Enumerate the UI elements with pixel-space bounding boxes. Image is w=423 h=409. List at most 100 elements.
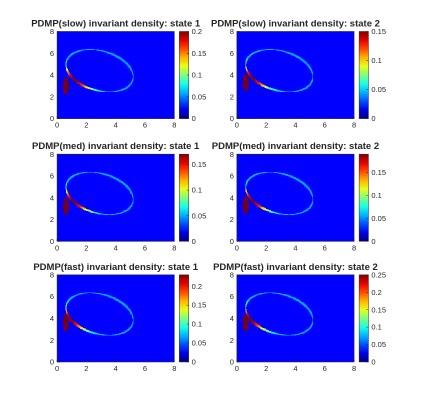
x-tick-label: 8 [172,243,176,252]
x-tick-label: 0 [55,243,59,252]
panel-title: PDMP(slow) invariant density: state 2 [211,18,380,29]
density-ridge [241,46,317,96]
density-segment [308,82,313,87]
x-tick-label: 8 [172,364,176,373]
y-tick-label: 8 [50,270,54,279]
x-tick-label: 6 [323,364,327,373]
density-segment [128,325,133,330]
x-tick-label: 4 [293,121,297,130]
colorbar-tick-label: 0.2 [192,282,202,291]
colorbar-gradient [358,274,369,363]
x-tick-label: 6 [143,243,147,252]
panel-6: PDMP(fast) invariant density: state 2 0 2 4… [213,262,386,373]
x-tick-label: 2 [264,243,268,252]
x-tick-label: 6 [323,121,327,130]
x-tick-label: 4 [293,364,297,373]
x-tick-label: 2 [84,243,88,252]
y-tick-label: 4 [50,193,54,202]
x-tick-label: 4 [114,121,118,130]
colorbar-tick-label: 0.05 [371,340,386,349]
colorbar-tick-label: 0.1 [371,56,381,65]
x-tick-label: 2 [84,364,88,373]
y-tick-label: 6 [50,292,54,301]
colorbar: 0 0.05 0.1 0.15 0.2 0.25 [358,270,386,367]
colorbar-tick-label: 0.05 [192,339,207,348]
density-peak [242,313,249,332]
x-tick-label: 2 [84,121,88,130]
x-tick-label: 0 [235,121,239,130]
y-tick-label: 2 [230,92,234,101]
x-tick-label: 0 [235,243,239,252]
colorbar: 0 0.05 0.1 0.15 0.2 [179,27,206,123]
y-tick-label: 6 [230,292,234,301]
y-tick-label: 0 [230,114,234,123]
panel-1: PDMP(slow) invariant density: state 1 0 2 4… [31,18,206,129]
colorbar-tick-label: 0.05 [371,85,386,94]
y-tick-label: 2 [50,215,54,224]
colorbar-tick-label: 0 [371,114,375,123]
x-tick-label: 8 [352,243,356,252]
colorbar-tick-label: 0 [371,237,375,246]
y-tick-label: 2 [50,336,54,345]
panel-3: PDMP(med) invariant density: state 1 0 2 4 6… [32,141,206,252]
colorbar-gradient [358,31,369,119]
colorbar-tick-label: 0 [371,358,375,367]
y-tick-label: 2 [230,336,234,345]
panel-2: PDMP(slow) invariant density: state 2 0 2 4… [211,18,386,129]
panel-title: PDMP(fast) invariant density: state 2 [213,262,378,273]
y-tick-label: 4 [50,71,54,80]
panel-title: PDMP(med) invariant density: state 1 [32,141,200,152]
colorbar-tick-label: 0.05 [192,211,207,220]
x-tick-label: 8 [352,121,356,130]
y-tick-label: 0 [50,237,54,246]
x-tick-label: 4 [293,243,297,252]
colorbar-tick-label: 0.2 [192,27,202,36]
colorbar-tick-label: 0.15 [371,305,386,314]
panel-5: PDMP(fast) invariant density: state 1 0 2 4… [33,262,206,373]
y-tick-label: 4 [50,314,54,323]
y-tick-label: 6 [230,49,234,58]
y-tick-label: 8 [50,150,54,159]
colorbar-tick-label: 0.05 [192,92,207,101]
density-peak [62,313,69,332]
density-ridge [241,168,317,219]
y-tick-label: 2 [50,92,54,101]
x-tick-label: 0 [55,364,59,373]
colorbar-tick-label: 0.15 [192,301,207,310]
y-tick-label: 6 [50,172,54,181]
colorbar: 0 0.05 0.1 0.15 [358,153,386,246]
colorbar-tick-label: 0.15 [371,27,386,36]
panel-title: PDMP(med) invariant density: state 2 [212,141,379,152]
density-segment [128,205,133,210]
x-tick-label: 0 [55,121,59,130]
x-tick-label: 2 [264,121,268,130]
density-peak [242,73,249,92]
colorbar-tick-label: 0.1 [192,320,202,329]
colorbar-tick-label: 0 [192,358,196,367]
y-tick-label: 0 [50,114,54,123]
y-tick-label: 2 [230,215,234,224]
x-tick-label: 8 [352,364,356,373]
density-peak [62,197,69,216]
colorbar: 0 0.05 0.1 0.15 [358,27,386,123]
colorbar-tick-label: 0.15 [371,168,386,177]
y-tick-label: 4 [230,71,234,80]
colorbar-gradient [179,274,189,363]
colorbar-tick-label: 0.05 [371,214,386,223]
colorbar-tick-label: 0 [192,237,196,246]
y-tick-label: 8 [50,27,54,36]
colorbar-gradient [358,153,369,242]
density-segment [128,82,133,87]
x-tick-label: 6 [143,121,147,130]
colorbar-tick-label: 0.15 [192,49,207,58]
x-tick-label: 6 [143,364,147,373]
density-segment [308,205,313,210]
colorbar-tick-label: 0.1 [371,191,381,200]
density-ridge [241,289,317,339]
panel-title: PDMP(fast) invariant density: state 1 [33,262,198,273]
colorbar: 0 0.05 0.1 0.15 0.2 [179,274,207,367]
colorbar-tick-label: 0.1 [192,186,202,195]
x-tick-label: 6 [323,243,327,252]
colorbar-tick-label: 0.15 [192,160,207,169]
